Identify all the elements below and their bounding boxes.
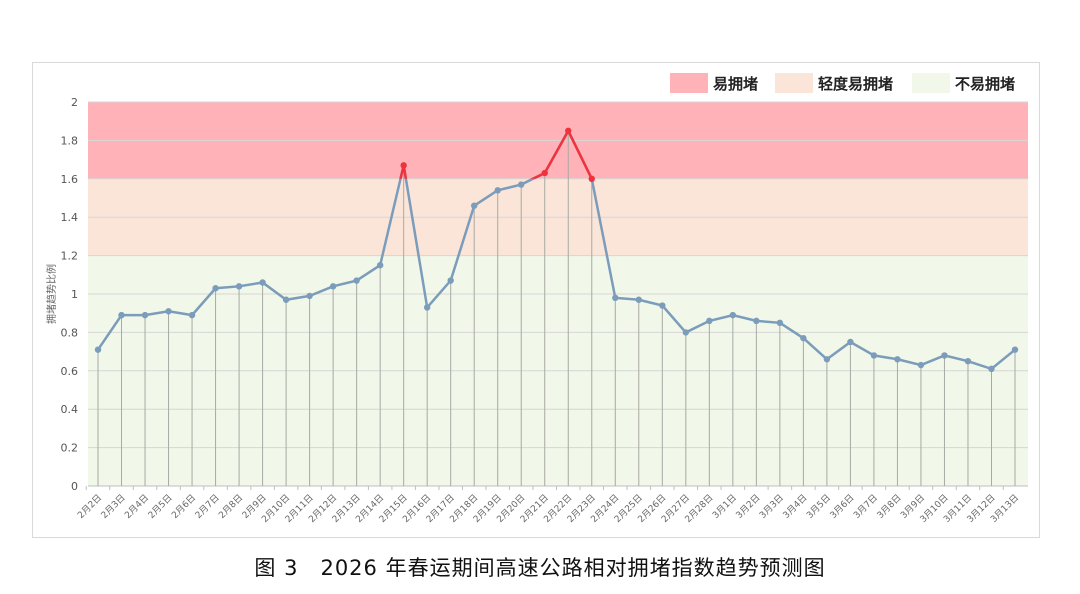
legend-swatch [775,73,813,93]
data-point [870,352,878,359]
data-point [565,127,572,134]
data-point [235,283,243,290]
data-point [1011,346,1019,353]
y-tick-label: 0.6 [61,365,79,378]
data-point [917,361,925,369]
data-point [306,292,313,300]
data-point [94,346,102,353]
data-point [612,294,619,302]
data-point [588,175,595,182]
y-tick-label: 1.6 [61,173,79,186]
y-tick-label: 1.4 [61,211,79,224]
x-tick-label: 2月2日 [76,492,105,521]
x-tick-label: 3月7日 [851,492,880,521]
y-tick-label: 1.2 [61,250,79,263]
x-tick-label: 2月3日 [99,492,128,521]
x-tick-label: 2月5日 [146,492,175,521]
legend-label: 轻度易拥堵 [818,75,893,93]
data-point [988,365,995,373]
x-tick-label: 3月4日 [781,492,810,521]
x-tick-label: 3月3日 [757,492,786,521]
data-point [282,296,290,303]
data-point [447,277,454,284]
data-point [212,285,219,292]
legend-label: 易拥堵 [713,75,758,93]
data-point [494,187,501,194]
figure-caption: 图 3 2026 年春运期间高速公路相对拥堵指数趋势预测图 [254,556,826,580]
data-point [635,296,642,303]
x-tick-label: 3月2日 [734,492,763,521]
data-point [894,356,901,363]
data-point [518,181,525,188]
data-point [118,311,125,319]
data-point [329,283,337,290]
legend-label: 不易拥堵 [955,75,1015,93]
data-point [800,334,807,342]
x-tick-label: 3月1日 [710,492,739,521]
chart-frame [32,62,1040,538]
legend-swatch [670,73,708,93]
data-point [353,277,360,284]
data-point [259,279,266,286]
data-point [376,262,384,269]
x-tick-label: 2月7日 [193,492,222,521]
data-point [706,317,713,325]
y-tick-label: 0.4 [61,403,79,416]
x-tick-label: 3月5日 [804,492,833,521]
data-point [776,319,784,326]
y-tick-label: 1.8 [61,134,79,147]
x-tick-label: 2月8日 [217,492,246,521]
data-point [823,356,831,363]
y-tick-label: 2 [71,96,78,109]
legend-swatch [912,73,950,93]
series-line-highlight [399,128,594,179]
data-point [659,302,666,309]
y-tick-label: 0.2 [61,442,79,455]
y-tick-label: 0 [71,480,78,493]
data-point [141,311,149,319]
data-point [729,311,737,319]
x-tick-label: 2月6日 [170,492,199,521]
y-axis-label: 拥堵趋势比例 [45,264,58,324]
data-point [165,308,172,315]
data-point [188,311,196,319]
x-tick-label: 3月6日 [828,492,857,521]
data-point [753,317,760,325]
data-point [400,162,407,169]
x-tick-label: 2月4日 [123,492,152,521]
data-point [471,202,478,209]
data-point [541,169,548,177]
data-point [423,304,431,311]
data-point [682,329,690,336]
data-point [847,338,854,346]
x-tick-label: 3月8日 [875,492,904,521]
y-tick-label: 1 [71,288,78,301]
data-point [964,358,972,365]
data-point [941,352,948,359]
y-tick-label: 0.8 [61,326,79,339]
